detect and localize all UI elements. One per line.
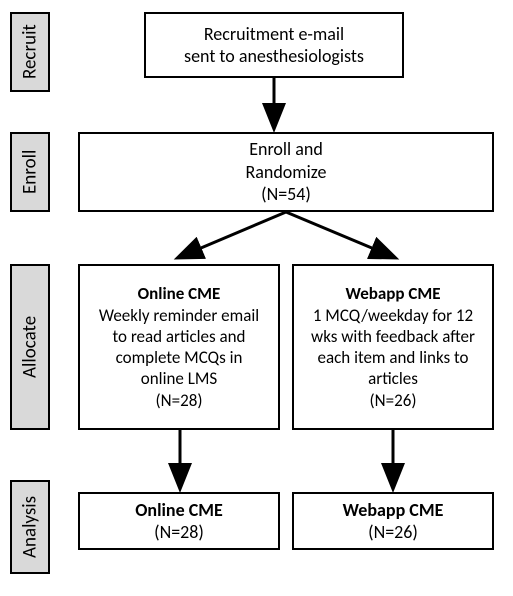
box-title: Webapp CME bbox=[343, 499, 444, 522]
arrow-split bbox=[180, 212, 393, 260]
box-text: 1 MCQ/weekday for 12 bbox=[313, 305, 473, 326]
box-text: articles bbox=[368, 368, 418, 389]
phase-label-recruit: Recruit bbox=[10, 12, 50, 92]
box-text: Recruitment e-mail bbox=[204, 23, 344, 46]
box-allocate-online: Online CME Weekly reminder email to read… bbox=[78, 264, 280, 430]
box-text: Randomize bbox=[246, 161, 327, 184]
box-text: (N=28) bbox=[156, 390, 203, 411]
box-analysis-online: Online CME (N=28) bbox=[78, 492, 280, 550]
phase-label-text: Analysis bbox=[19, 496, 42, 558]
phase-label-text: Recruit bbox=[19, 25, 42, 80]
box-text: sent to anesthesiologists bbox=[184, 45, 364, 68]
phase-label-text: Enroll bbox=[19, 150, 42, 194]
box-text: to read articles and bbox=[112, 326, 245, 347]
box-text: complete MCQs in bbox=[116, 347, 243, 368]
box-text: (N=26) bbox=[368, 521, 418, 544]
box-title: Webapp CME bbox=[345, 283, 440, 304]
box-text: Weekly reminder email bbox=[99, 305, 259, 326]
box-analysis-webapp: Webapp CME (N=26) bbox=[292, 492, 494, 550]
phase-label-enroll: Enroll bbox=[10, 132, 50, 212]
box-allocate-webapp: Webapp CME 1 MCQ/weekday for 12 wks with… bbox=[292, 264, 494, 430]
box-text: (N=26) bbox=[370, 390, 417, 411]
phase-label-text: Allocate bbox=[19, 316, 42, 378]
box-text: wks with feedback after bbox=[311, 326, 475, 347]
box-text: each item and links to bbox=[318, 347, 469, 368]
box-enroll: Enroll and Randomize (N=54) bbox=[78, 132, 494, 212]
box-recruit: Recruitment e-mail sent to anesthesiolog… bbox=[144, 12, 404, 78]
box-text: Enroll and bbox=[249, 138, 323, 161]
box-title: Online CME bbox=[138, 283, 221, 304]
phase-label-allocate: Allocate bbox=[10, 264, 50, 430]
phase-label-analysis: Analysis bbox=[10, 480, 50, 574]
box-title: Online CME bbox=[135, 499, 223, 522]
box-text: (N=28) bbox=[154, 521, 204, 544]
flowchart: Recruit Enroll Allocate Analysis Recruit… bbox=[10, 10, 503, 586]
box-text: (N=54) bbox=[261, 183, 311, 206]
box-text: online LMS bbox=[141, 368, 217, 389]
